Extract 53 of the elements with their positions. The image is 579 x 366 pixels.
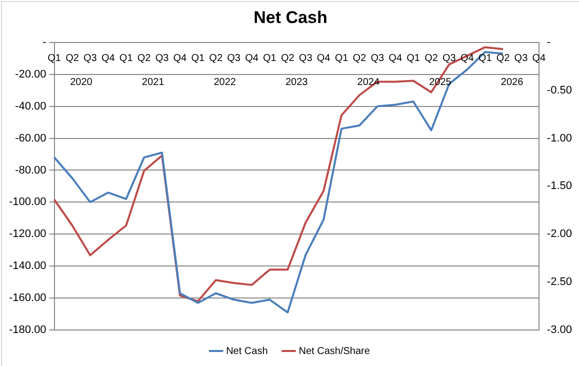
x-tick-label: Q1 [191, 53, 206, 64]
x-tick-label: Q1 [48, 53, 62, 64]
y-tick-label: -180.00 [8, 324, 46, 336]
x-tick-label: Q1 [406, 53, 420, 64]
y-tick-label: - [42, 36, 47, 48]
y2-tick-label: - [546, 36, 551, 48]
x-tick-label: Q4 [388, 53, 402, 64]
y2-tick-label: -0.50 [546, 84, 572, 96]
x-tick-label: Q2 [209, 53, 223, 64]
x-tick-label: Q2 [352, 53, 367, 64]
x-tick-label: Q2 [137, 53, 152, 64]
chart-title: Net Cash [254, 8, 328, 27]
x-tick-label: Q1 [119, 53, 134, 64]
x-tick-label: Q4 [460, 53, 474, 64]
y2-tick-label: -2.50 [546, 276, 572, 288]
annotation: 2026 [500, 77, 524, 88]
y2-tick-label: -1.50 [546, 180, 572, 192]
x-tick-label: Q4 [316, 53, 331, 64]
x-tick-label: Q3 [84, 53, 98, 64]
x-tick-label: Q4 [532, 53, 546, 64]
annotation: 2023 [285, 77, 308, 88]
x-tick-label: Q3 [227, 53, 241, 64]
x-tick-label: Q1 [478, 53, 492, 64]
x-tick-label: Q4 [245, 53, 259, 64]
x-tick-label: Q3 [155, 53, 170, 64]
y-tick-label: -120.00 [8, 228, 46, 240]
x-tick-label: Q2 [66, 53, 80, 64]
legend-label: Net Cash/Share [298, 346, 370, 357]
x-tick-label: Q4 [173, 53, 188, 64]
y2-tick-label: -2.00 [546, 228, 572, 240]
y-tick-label: -140.00 [8, 260, 46, 272]
y-tick-label: -20.00 [15, 68, 46, 80]
annotation: 2022 [214, 77, 236, 88]
x-tick-label: Q2 [424, 53, 438, 64]
y-tick-label: -160.00 [8, 292, 46, 304]
y-tick-label: -60.00 [15, 132, 46, 144]
x-tick-label: Q3 [442, 53, 456, 64]
x-tick-label: Q2 [280, 53, 295, 64]
y2-tick-label: -3.00 [546, 324, 572, 336]
y-tick-label: -100.00 [8, 196, 46, 208]
y2-tick-label: -1.00 [546, 132, 572, 144]
x-tick-label: Q3 [514, 53, 528, 64]
annotation: 2021 [142, 77, 165, 88]
x-tick-label: Q1 [263, 53, 277, 64]
y-tick-label: -80.00 [15, 164, 46, 176]
y-tick-label: -40.00 [15, 100, 46, 112]
x-tick-label: Q3 [298, 53, 313, 64]
x-tick-label: Q4 [101, 53, 116, 64]
x-tick-label: Q2 [496, 53, 510, 64]
x-tick-label: Q1 [334, 53, 349, 64]
annotation: 2020 [70, 77, 93, 88]
x-tick-label: Q3 [370, 53, 384, 64]
legend-label: Net Cash [226, 346, 268, 357]
